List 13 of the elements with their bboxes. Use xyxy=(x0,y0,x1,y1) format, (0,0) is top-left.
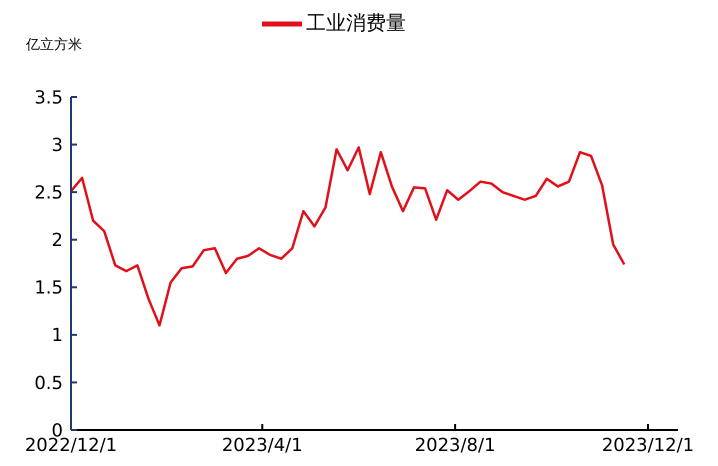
line-series xyxy=(71,146,626,327)
y-tick-label: 1.5 xyxy=(34,278,63,299)
y-tick-label: 3 xyxy=(52,134,63,156)
y-tick-label: 1 xyxy=(52,325,63,346)
x-tick-label: 2023/4/1 xyxy=(222,434,303,456)
y-tick-label: 0.5 xyxy=(34,372,63,394)
y-axis-title: 亿立方米 xyxy=(26,36,82,54)
x-tick-label: 2023/8/1 xyxy=(414,434,496,456)
y-tick-label: 2 xyxy=(52,230,63,252)
y-tick-label: 3.5 xyxy=(34,87,63,108)
x-tick-label: 2023/12/1 xyxy=(602,434,694,456)
y-tick-label: 2.5 xyxy=(34,182,63,204)
legend-label: 工业消费量 xyxy=(306,10,406,34)
